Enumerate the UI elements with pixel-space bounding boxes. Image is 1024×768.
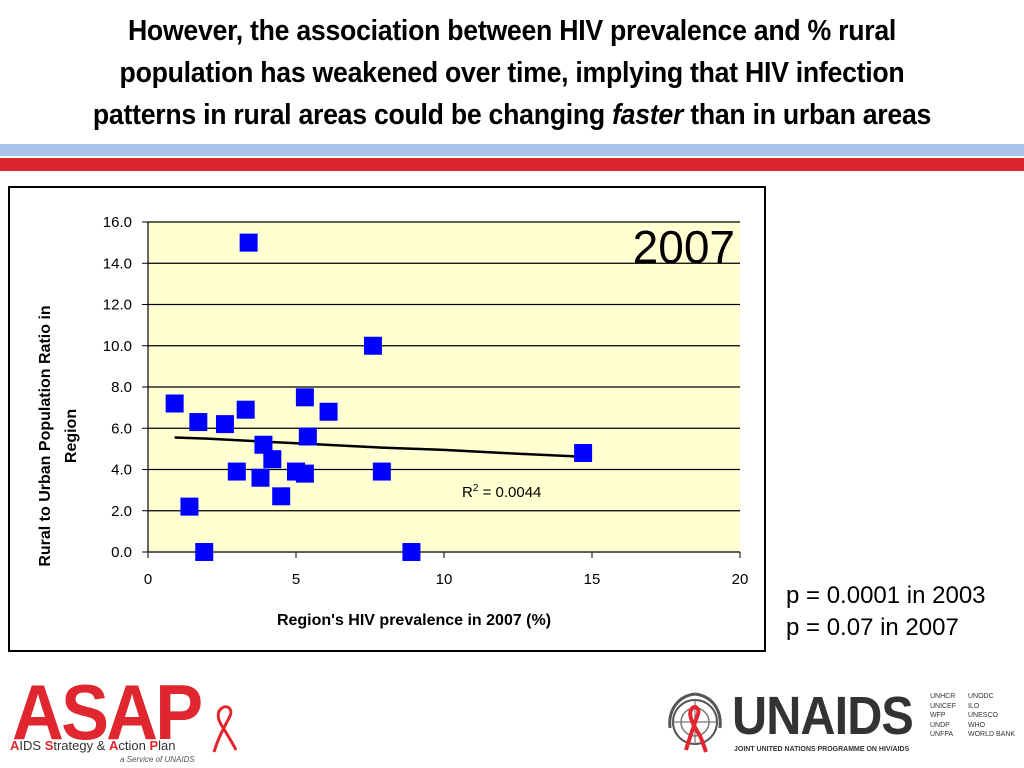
asap-wordmark: ASAP	[12, 668, 203, 756]
red-ribbon-icon	[212, 705, 238, 753]
y-tick-label: 6.0	[111, 420, 132, 437]
y-tick-label: 4.0	[111, 462, 132, 479]
y-axis-label: Rural to Urban Population Ratio in Regio…	[37, 305, 80, 566]
y-tick-label: 8.0	[111, 379, 132, 396]
x-tick-label: 20	[732, 571, 749, 588]
data-point	[272, 487, 291, 506]
x-tick-label: 0	[144, 571, 152, 588]
y-axis-label-line-2: Region	[63, 409, 80, 463]
scatter-chart: 0.02.04.06.08.010.012.014.016.00 5 10 15 20 …	[37, 214, 749, 629]
title-emphasis: faster	[612, 99, 684, 131]
axes	[142, 221, 741, 558]
unaids-logo: UNAIDS JOINT UNITED NATIONS PROGRAMME ON…	[664, 684, 1024, 764]
chart-frame: 0.0 2.0 4.0 6.0 8.0 10.0 12.0 14.0 16.0 0 5 10 15 20 …	[8, 186, 766, 652]
title-line-3-end: than in urban areas	[683, 99, 932, 131]
p-value-2007: p = 0.07 in 2007	[786, 614, 959, 641]
r-squared-label: R2 = 0.0044	[462, 483, 541, 501]
p-values: p = 0.0001 in 2003 p = 0.07 in 2007	[786, 580, 986, 644]
unaids-tagline: JOINT UNITED NATIONS PROGRAMME ON HIV/AI…	[734, 746, 910, 753]
title-line-3: patterns in rural areas could be changin…	[59, 94, 964, 136]
title-line-1: However, the association between HIV pre…	[127, 15, 897, 47]
data-point	[574, 444, 593, 462]
x-axis-label: Region's HIV prevalence in 2007 (%)	[277, 612, 551, 629]
data-point	[239, 233, 258, 252]
y-tick-label: 14.0	[103, 255, 132, 272]
divider-band-blue	[0, 144, 1024, 156]
data-point	[215, 415, 234, 434]
y-tick-label: 10.0	[103, 338, 132, 355]
trendline	[174, 436, 584, 458]
x-tick-label: 15	[584, 571, 601, 588]
data-point	[263, 450, 282, 469]
data-point	[372, 462, 391, 481]
data-point	[254, 435, 273, 454]
data-point	[165, 394, 184, 413]
y-tick-label: 12.0	[103, 297, 132, 314]
data-point	[195, 543, 214, 561]
asap-logo: ASAP AIDS Strategy & Action Plan a Servi…	[8, 672, 248, 768]
data-point	[319, 402, 338, 421]
asap-service-note: a Service of UNAIDS	[120, 755, 195, 764]
data-point	[180, 497, 199, 516]
y-axis-label-line-1: Rural to Urban Population Ratio in	[37, 305, 54, 566]
r-squared-r: R	[462, 484, 473, 501]
x-tick-label: 5	[292, 571, 300, 588]
p-value-2003: p = 0.0001 in 2003	[786, 582, 986, 609]
data-point	[227, 462, 246, 481]
title-line-3-start: patterns in rural areas could be changin…	[92, 99, 613, 131]
data-point	[189, 413, 208, 432]
data-point	[295, 388, 314, 407]
y-tick-label: 16.0	[103, 214, 132, 231]
gridlines	[148, 221, 740, 512]
r-squared-value: = 0.0044	[478, 484, 541, 501]
cosponsors-column-1: UNHCR UNICEF WFP UNDP UNFPA	[930, 693, 957, 739]
data-points	[165, 233, 593, 561]
slide-title: However, the association between HIV pre…	[59, 10, 964, 136]
un-emblem-icon	[668, 692, 722, 753]
r-squared-superscript: 2	[473, 483, 479, 494]
data-point	[295, 464, 314, 483]
data-point	[251, 468, 270, 487]
cosponsors-column-2: UNODC ILO UNESCO WHO WORLD BANK	[968, 693, 1016, 739]
year-label: 2007	[633, 221, 735, 273]
asap-subtitle: AIDS Strategy & Action Plan	[10, 738, 176, 753]
title-line-2: population has weakened over time, imply…	[119, 57, 905, 89]
data-point	[298, 427, 317, 446]
y-tick-label: 0.0	[111, 544, 132, 561]
data-point	[363, 336, 382, 355]
data-point	[402, 543, 421, 561]
tick-labels: 0.0 2.0 4.0 6.0 8.0 10.0 12.0 14.0 16.0 0 5 10 15 20	[103, 214, 749, 588]
y-tick-label: 2.0	[111, 503, 132, 520]
divider-band-red	[0, 158, 1024, 171]
x-tick-label: 10	[436, 571, 453, 588]
data-point	[236, 400, 255, 419]
unaids-wordmark: UNAIDS	[732, 686, 914, 746]
